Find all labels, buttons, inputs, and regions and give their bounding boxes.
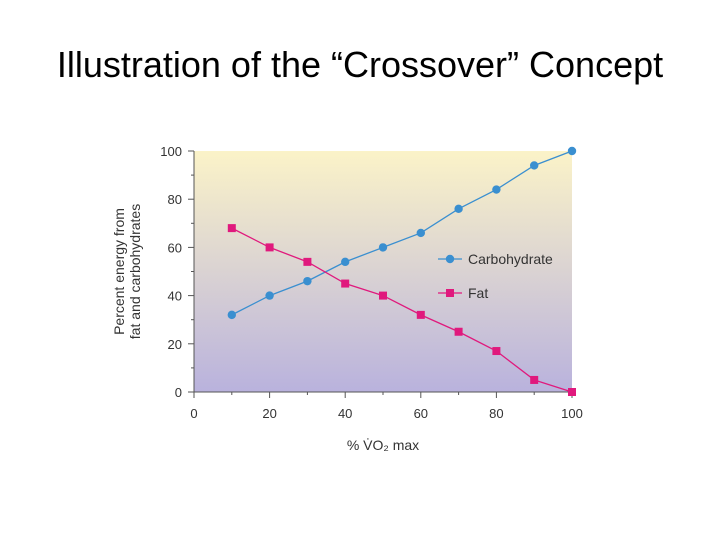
y-axis-label-line2: fat and carbohydrates [127, 204, 143, 339]
x-tick-label: 20 [262, 406, 276, 421]
y-axis-label-line1: Percent energy from [111, 208, 127, 335]
x-tick-label: 40 [338, 406, 352, 421]
legend-carbohydrate-marker [445, 254, 455, 264]
carbohydrate-point [341, 257, 350, 267]
fat-point [530, 375, 539, 384]
fat-point [227, 224, 236, 233]
y-tick-label: 0 [175, 385, 182, 400]
legend-carbohydrate-label: Carbohydrate [468, 251, 553, 267]
x-tick-label: 0 [190, 406, 197, 421]
carbohydrate-point [492, 185, 501, 194]
x-tick-label: 100 [561, 406, 583, 421]
carbohydrate-point [378, 243, 388, 252]
fat-line [231, 227, 573, 393]
legend-fat-label: Fat [468, 285, 488, 301]
fat-point [454, 327, 463, 336]
slide-title: Illustration of the “Crossover” Concept [56, 44, 664, 85]
plot-background [194, 151, 572, 392]
carbohydrate-point [227, 310, 236, 320]
x-axis-label: % V̇O₂ max [347, 437, 419, 453]
carbohydrate-point [416, 228, 425, 238]
legend-fat-marker [446, 289, 454, 297]
fat-point [416, 310, 425, 319]
y-tick-label: 20 [168, 337, 182, 352]
y-tick-label: 80 [168, 192, 182, 207]
x-tick-label: 80 [489, 406, 503, 421]
fat-point [379, 291, 387, 300]
fat-point [303, 257, 312, 266]
fat-point [341, 279, 350, 288]
y-tick-label: 60 [168, 240, 182, 255]
carbohydrate-line [231, 150, 573, 316]
fat-point [265, 243, 274, 252]
y-tick-label: 100 [160, 144, 182, 159]
y-tick-label: 40 [168, 289, 182, 304]
fat-point [492, 347, 501, 356]
x-tick-label: 60 [414, 406, 428, 421]
carbohydrate-point [265, 291, 274, 300]
carbohydrate-point [530, 161, 539, 170]
carbohydrate-point [303, 276, 312, 286]
fat-point [568, 388, 576, 396]
carbohydrate-point [454, 204, 463, 214]
carbohydrate-point [567, 146, 577, 156]
